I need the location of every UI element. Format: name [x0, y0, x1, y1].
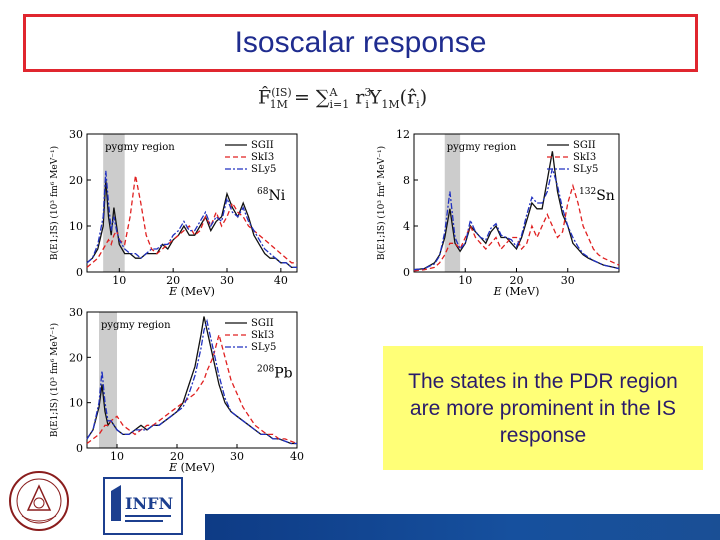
chart-pb208: 0 10 20 30 10 20 30 40 E (MeV) B(E1;IS) (10³ fm⁶ … — [49, 306, 304, 474]
series-line-sly5 — [413, 168, 620, 271]
y-tick-label: 0 — [76, 442, 83, 455]
y-tick-label: 10 — [69, 397, 83, 410]
y-tick-label: 0 — [76, 266, 83, 279]
x-tick-label: 40 — [290, 450, 304, 463]
x-tick-label: 10 — [112, 274, 126, 287]
y-tick-label: 8 — [403, 174, 410, 187]
legend-label: SkI3 — [251, 152, 274, 163]
formula-arg-sub: i — [416, 98, 420, 112]
university-seal-logo — [9, 471, 69, 531]
pygmy-region-label: pygmy region — [105, 142, 175, 153]
y-tick-label: 20 — [69, 174, 83, 187]
pdr-callout: The states in the PDR region are more pr… — [383, 346, 703, 470]
x-axis-unit: (MeV) — [177, 461, 215, 474]
formula-lhs-sub: 1M — [269, 98, 288, 112]
x-tick-label: 20 — [170, 450, 184, 463]
legend-label: SGII — [251, 140, 274, 151]
x-tick-label: 30 — [220, 274, 234, 287]
x-axis-var: E — [493, 285, 502, 298]
formula-r: r — [349, 86, 365, 109]
y-tick-label: 10 — [69, 220, 83, 233]
infn-logo: INFN — [103, 477, 183, 535]
formula: F̂(IS)1M = ∑Ai=1 r3iY1M(r̂i) — [258, 86, 427, 111]
formula-sum-top: A — [329, 86, 338, 99]
pygmy-region-label: pygmy region — [447, 142, 517, 153]
pygmy-band — [444, 134, 461, 272]
svg-text:INFN: INFN — [125, 494, 173, 513]
pygmy-band — [103, 134, 125, 272]
x-axis-unit: (MeV) — [502, 285, 540, 298]
x-axis-label: E (MeV) — [168, 461, 215, 474]
nucleus-mass: 132 — [579, 187, 596, 197]
pygmy-band — [99, 312, 117, 448]
series-line-sly5 — [86, 170, 297, 269]
nucleus-mass: 208 — [257, 364, 274, 374]
x-axis-label: E (MeV) — [493, 285, 540, 298]
y-tick-label: 20 — [69, 351, 83, 364]
formula-Y-sub: 1M — [381, 98, 400, 112]
legend-label: SkI3 — [251, 330, 274, 341]
legend-label: SLy5 — [251, 342, 276, 353]
y-tick-label: 30 — [69, 306, 83, 319]
chart-sn132: 0 4 8 12 10 20 30 E (MeV) B(E1;IS) (10³ fm⁶ MeV⁻… — [376, 128, 620, 298]
x-axis-label: E (MeV) — [168, 285, 215, 298]
nucleus-symbol: Ni — [268, 188, 285, 204]
series-line-ski3 — [86, 175, 297, 268]
y-tick-label: 0 — [403, 266, 410, 279]
plot-frame — [86, 133, 298, 273]
x-tick-label: 20 — [510, 274, 524, 287]
formula-arg-end: ) — [419, 86, 428, 109]
y-axis-label: B(E1;IS) (10³ fm⁶ MeV⁻¹) — [49, 146, 60, 260]
legend-label: SkI3 — [573, 152, 596, 163]
nucleus-symbol: Pb — [274, 365, 292, 381]
x-tick-label: 10 — [110, 450, 124, 463]
formula-lhs: F̂ — [258, 86, 272, 109]
formula-eq: = — [287, 86, 316, 109]
y-tick-label: 12 — [396, 128, 410, 141]
legend-label: SGII — [573, 140, 596, 151]
x-tick-label: 40 — [274, 274, 288, 287]
legend-label: SGII — [251, 318, 274, 329]
x-tick-label: 30 — [561, 274, 575, 287]
x-tick-label: 20 — [166, 274, 180, 287]
series-line-ski3 — [413, 183, 620, 272]
y-tick-label: 30 — [69, 128, 83, 141]
formula-sum-bottom: i=1 — [329, 98, 350, 112]
title-box: Isoscalar response — [23, 14, 698, 72]
y-axis-label: B(E1;IS) (10³ fm⁶ MeV⁻¹) — [49, 323, 60, 437]
nucleus-label: 208Pb — [257, 364, 293, 381]
formula-sum: ∑ — [315, 86, 330, 109]
plot-frame — [86, 311, 298, 449]
formula-r-sup: 3 — [364, 86, 372, 99]
formula-Y: Y — [368, 86, 382, 109]
slide-title: Isoscalar response — [234, 26, 487, 59]
y-axis-label: B(E1;IS) (10³ fm⁶ MeV⁻¹) — [376, 146, 387, 260]
footer-bar — [205, 514, 720, 540]
x-tick-label: 30 — [230, 450, 244, 463]
series-line-sgii — [86, 316, 297, 445]
nucleus-mass: 68 — [257, 187, 269, 197]
legend-label: SLy5 — [251, 164, 276, 175]
formula-arg: (r̂ — [399, 86, 417, 109]
x-axis-unit: (MeV) — [177, 285, 215, 298]
legend-label: SLy5 — [573, 164, 598, 175]
x-axis-var: E — [168, 461, 177, 474]
formula-r-sub: i — [365, 98, 369, 112]
nucleus-label: 132Sn — [579, 187, 615, 204]
x-axis-var: E — [168, 285, 177, 298]
chart-ni68: 0 10 20 30 10 20 30 40 E (MeV) B(E1;IS) (10³ fm⁶ … — [49, 128, 298, 298]
y-tick-label: 4 — [403, 220, 410, 233]
nucleus-label: 68Ni — [257, 187, 286, 204]
x-tick-label: 10 — [458, 274, 472, 287]
nucleus-symbol: Sn — [596, 188, 615, 204]
formula-lhs-sup: (IS) — [271, 86, 292, 99]
pygmy-region-label: pygmy region — [101, 320, 171, 331]
series-line-sgii — [86, 179, 297, 269]
series-line-ski3 — [86, 332, 298, 445]
